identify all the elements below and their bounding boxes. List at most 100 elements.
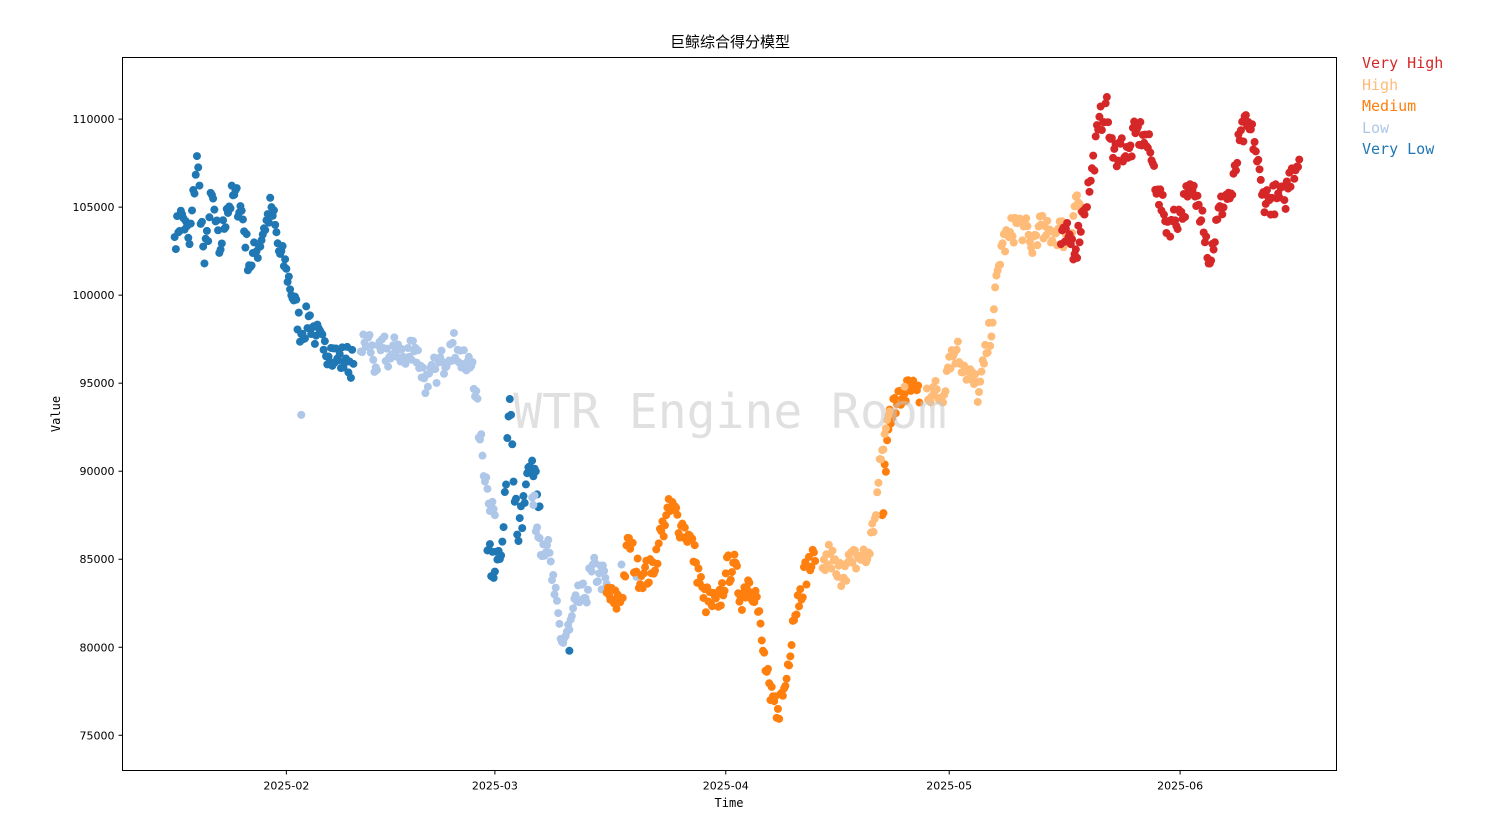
data-point xyxy=(1089,151,1098,160)
data-point xyxy=(976,377,985,386)
data-point xyxy=(535,534,544,543)
data-point xyxy=(727,568,736,577)
data-point xyxy=(914,381,923,390)
data-point xyxy=(1250,138,1259,147)
data-point xyxy=(202,226,211,235)
data-point xyxy=(998,239,1007,248)
data-point xyxy=(1213,215,1222,224)
data-point xyxy=(732,561,741,570)
y-tick-label: 110000 xyxy=(73,113,115,126)
data-point xyxy=(1075,238,1084,247)
data-point xyxy=(827,564,836,573)
plot-area xyxy=(122,57,1337,771)
data-point xyxy=(281,255,290,264)
data-point xyxy=(1290,174,1299,183)
series-low xyxy=(297,328,641,647)
data-point xyxy=(1074,221,1083,230)
data-point xyxy=(380,332,389,341)
data-point xyxy=(310,339,319,348)
data-point xyxy=(757,636,766,645)
data-point xyxy=(550,590,559,599)
data-point xyxy=(979,359,988,368)
data-point xyxy=(1091,132,1100,141)
data-point xyxy=(612,604,621,613)
data-point xyxy=(688,534,697,543)
watermark: WTR Engine Room xyxy=(513,384,946,440)
data-point xyxy=(593,577,602,586)
data-point xyxy=(1073,253,1082,262)
data-point xyxy=(756,619,765,628)
data-point xyxy=(238,215,247,224)
data-point xyxy=(1033,241,1042,250)
data-point xyxy=(216,245,225,254)
data-point xyxy=(1281,204,1290,213)
data-point xyxy=(319,345,328,354)
data-point xyxy=(237,206,246,215)
data-point xyxy=(1197,216,1206,225)
data-point xyxy=(621,572,630,581)
data-point xyxy=(579,579,588,588)
data-point xyxy=(552,596,561,605)
data-point xyxy=(672,503,681,512)
data-point xyxy=(600,566,609,575)
data-point xyxy=(1082,203,1091,212)
data-point xyxy=(1068,235,1077,244)
data-point xyxy=(497,551,506,560)
data-point xyxy=(1236,126,1245,135)
y-axis-label: Value xyxy=(49,396,63,432)
data-point xyxy=(842,576,851,585)
data-point xyxy=(544,535,553,544)
data-point xyxy=(865,549,874,558)
data-point xyxy=(271,220,280,229)
data-point xyxy=(320,337,329,346)
data-point xyxy=(210,205,219,214)
data-point xyxy=(773,704,782,713)
data-point xyxy=(1127,152,1136,161)
data-point xyxy=(490,511,499,520)
data-point xyxy=(1198,206,1207,215)
data-point xyxy=(786,652,795,661)
data-point xyxy=(571,591,580,600)
data-point xyxy=(1194,200,1203,209)
data-point xyxy=(194,163,203,172)
data-point xyxy=(931,377,940,386)
data-point xyxy=(500,488,509,497)
data-point xyxy=(529,500,538,509)
data-point xyxy=(1073,191,1082,200)
data-point xyxy=(397,344,406,353)
data-point xyxy=(448,338,457,347)
data-point xyxy=(431,365,440,374)
data-point xyxy=(796,585,805,594)
data-point xyxy=(214,226,223,235)
data-point xyxy=(1255,165,1264,174)
data-point xyxy=(807,562,816,571)
data-point xyxy=(1181,213,1190,222)
data-point xyxy=(404,344,413,353)
data-point xyxy=(300,334,309,343)
data-point xyxy=(545,548,554,557)
data-point xyxy=(900,382,909,391)
y-tick-label: 90000 xyxy=(80,465,115,478)
legend-item-medium: Medium xyxy=(1362,97,1417,115)
data-point xyxy=(1008,232,1017,241)
data-point xyxy=(1009,238,1018,247)
data-point xyxy=(653,559,662,568)
data-point xyxy=(837,582,846,591)
data-point xyxy=(489,505,498,514)
data-point xyxy=(922,384,931,393)
data-point xyxy=(633,554,642,563)
data-point xyxy=(565,625,574,634)
data-point xyxy=(549,570,558,579)
data-point xyxy=(348,345,357,354)
data-point xyxy=(508,440,517,449)
data-point xyxy=(282,264,291,273)
data-point xyxy=(639,569,648,578)
data-point xyxy=(787,641,796,650)
legend-item-low: Low xyxy=(1362,118,1390,137)
data-point xyxy=(778,691,787,700)
data-point xyxy=(975,387,984,396)
data-point xyxy=(334,356,343,365)
data-point xyxy=(987,332,996,341)
data-point xyxy=(204,237,213,246)
y-tick-label: 95000 xyxy=(80,377,115,390)
